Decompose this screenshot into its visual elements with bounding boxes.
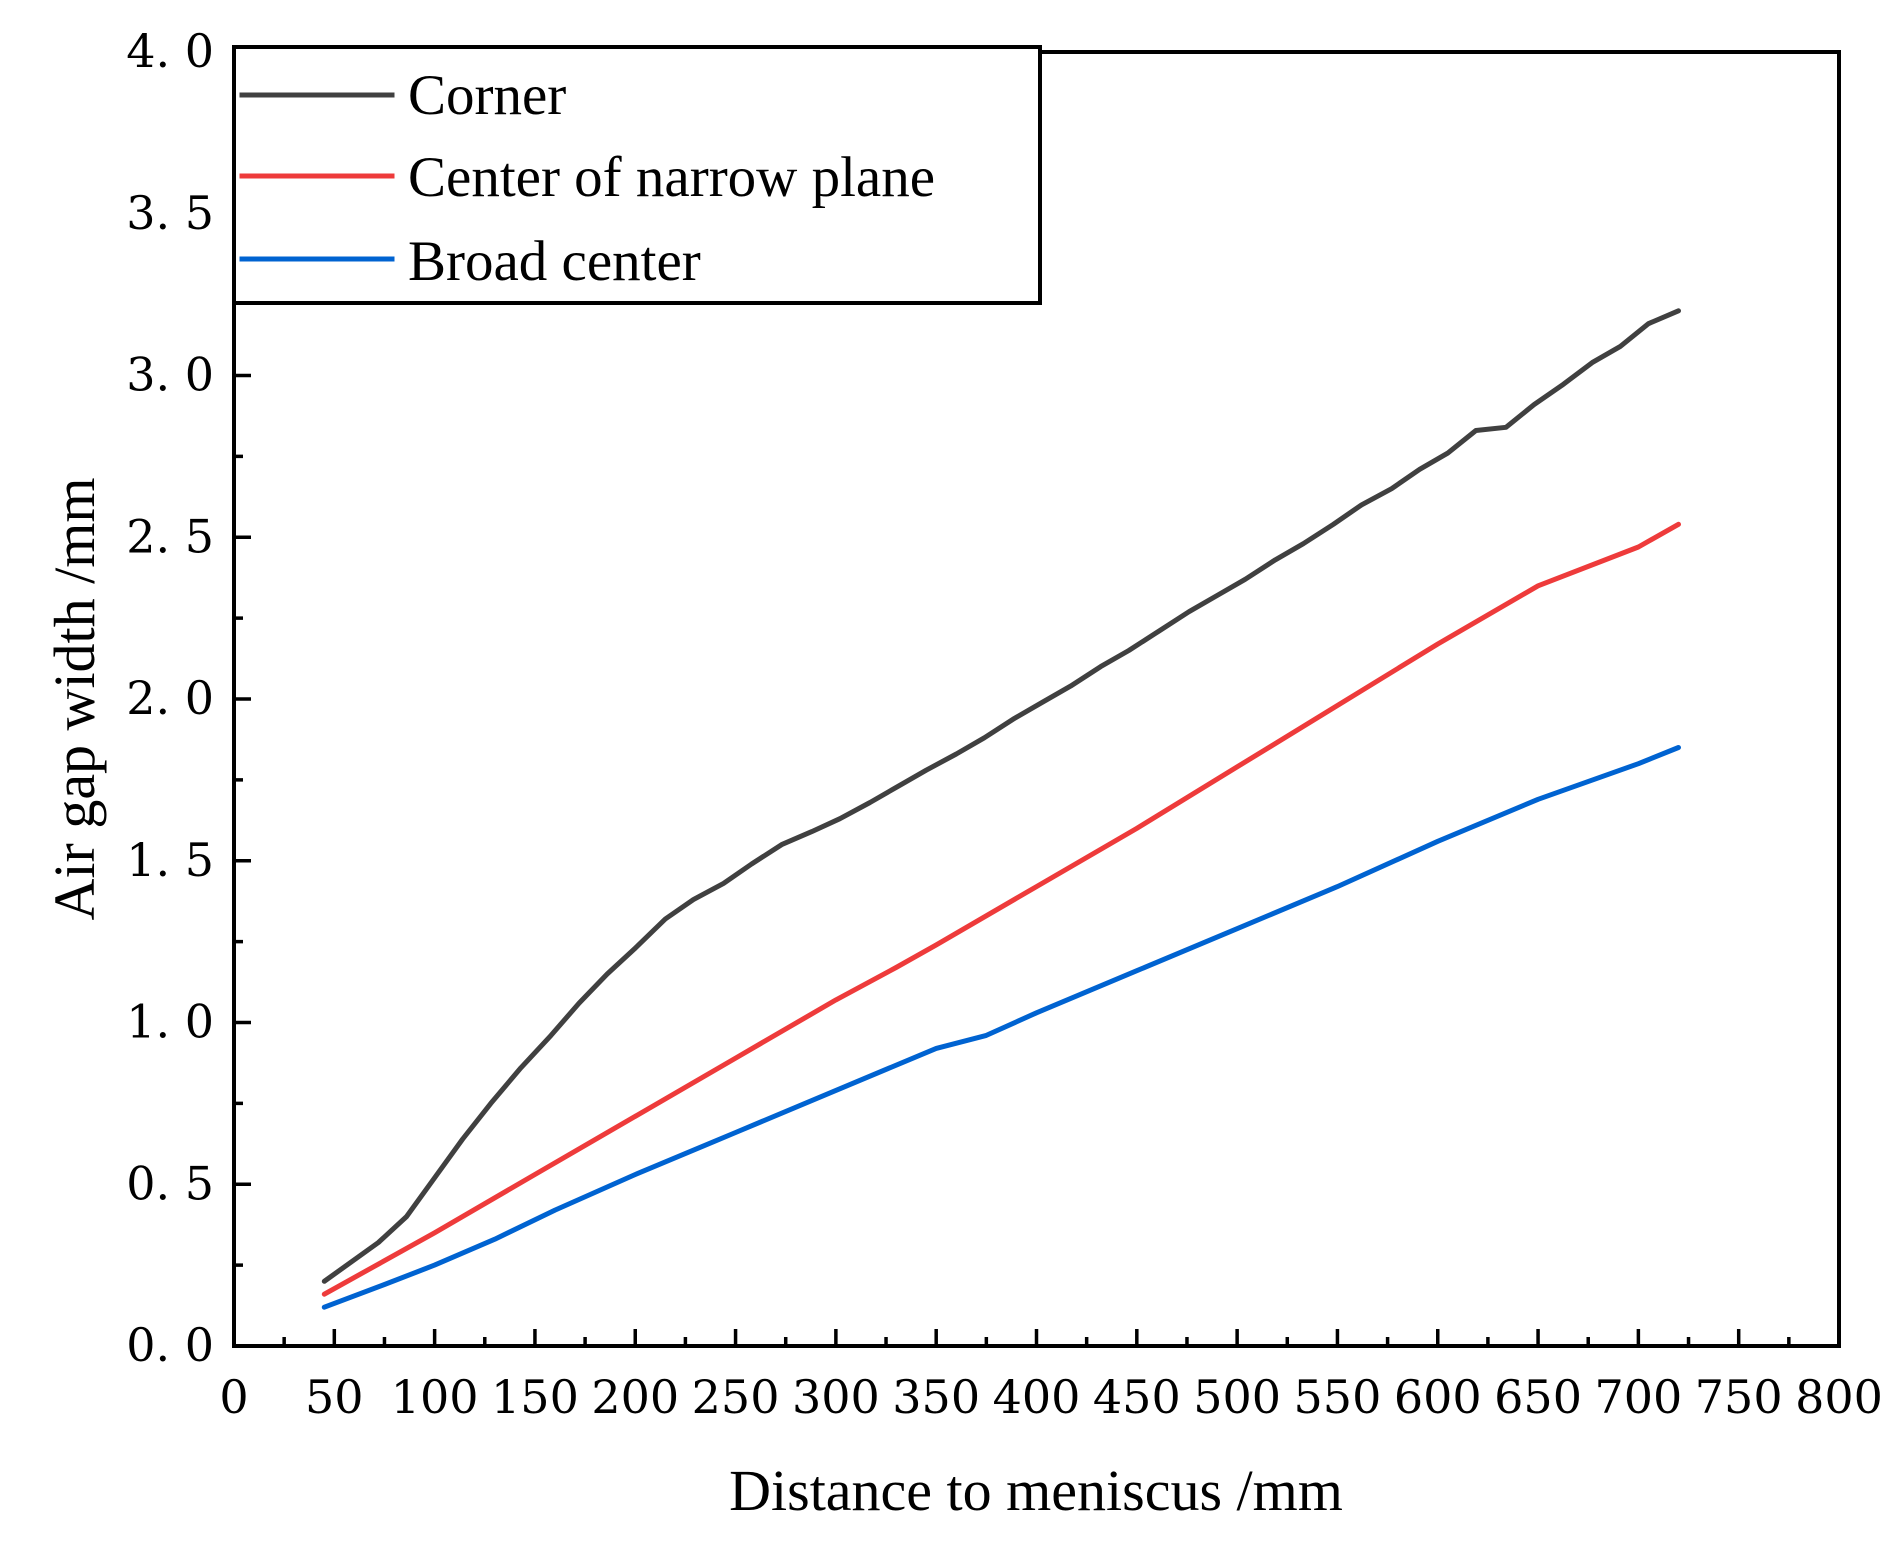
y-tick-label: 2. 5 — [126, 509, 214, 563]
x-tick-label: 500 — [1193, 1370, 1281, 1424]
y-tick-label: 0. 5 — [126, 1156, 214, 1210]
y-tick-label: 3. 5 — [126, 186, 214, 240]
y-tick-label: 0. 0 — [126, 1318, 214, 1372]
x-axis-title: Distance to meniscus /mm — [729, 1458, 1343, 1523]
x-tick-label: 700 — [1594, 1370, 1682, 1424]
y-tick-label: 2. 0 — [126, 671, 214, 725]
x-tick-label: 100 — [391, 1370, 479, 1424]
y-tick-label: 1. 5 — [126, 833, 214, 887]
legend: Corner Center of narrow plane Broad cent… — [232, 45, 1042, 305]
series-lines — [321, 308, 1681, 1310]
series-line-broad-center — [321, 745, 1681, 1310]
x-tick-label: 550 — [1294, 1370, 1382, 1424]
y-axis-title: Air gap width /mm — [42, 477, 107, 920]
x-tick-label: 600 — [1394, 1370, 1482, 1424]
series-line-center-of-narrow-plane — [321, 521, 1681, 1297]
x-tick-labels: 0 50 100 150 200 250 300 350 400 450 500 550 600 650 7… — [219, 1370, 1883, 1424]
legend-label-broad-center: Broad center — [408, 230, 701, 293]
x-tick-label: 250 — [692, 1370, 780, 1424]
x-tick-label: 800 — [1795, 1370, 1883, 1424]
legend-label-center-narrow-plane: Center of narrow plane — [408, 146, 935, 209]
y-tick-label: 1. 0 — [126, 995, 214, 1049]
x-tick-label: 200 — [591, 1370, 679, 1424]
x-tick-label: 350 — [892, 1370, 980, 1424]
x-tick-label: 50 — [305, 1370, 364, 1424]
x-tick-label: 150 — [491, 1370, 579, 1424]
x-tick-label: 450 — [1093, 1370, 1181, 1424]
x-tick-label: 400 — [993, 1370, 1081, 1424]
x-tick-label: 300 — [792, 1370, 880, 1424]
y-tick-label: 4. 0 — [126, 24, 214, 78]
x-tick-label: 750 — [1695, 1370, 1783, 1424]
y-tick-labels: 0. 0 0. 5 1. 0 1. 5 2. 0 2. 5 3. 0 3. 5 4. 0 — [126, 24, 214, 1372]
series-line-corner — [321, 308, 1681, 1284]
legend-label-corner: Corner — [408, 64, 566, 127]
y-tick-label: 3. 0 — [126, 348, 214, 402]
x-tick-label: 0 — [219, 1370, 248, 1424]
x-tick-label: 650 — [1494, 1370, 1582, 1424]
